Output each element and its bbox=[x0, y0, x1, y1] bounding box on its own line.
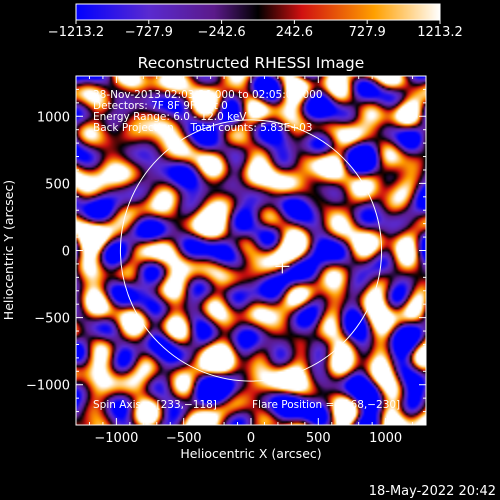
x-tick-label: −1000 bbox=[94, 431, 138, 446]
spin-axis-crosshair bbox=[275, 259, 290, 274]
flare-position-label: Flare Position = [−68,−230] bbox=[252, 399, 400, 411]
colorbar-tick-label: −242.6 bbox=[198, 25, 246, 40]
y-tick-label: −1000 bbox=[26, 379, 70, 394]
annotation-line-3: Energy Range: 6.0 - 12.0 keV bbox=[93, 111, 247, 123]
annotation-line-1: 28-Nov-2013 02:03:36.000 to 02:05:00.000 bbox=[93, 89, 323, 101]
x-tick-label: 0 bbox=[247, 431, 255, 446]
annotation-line-2: Detectors: 7F 8F 9F, Att 0 bbox=[93, 100, 228, 112]
y-tick-label: 1000 bbox=[37, 110, 70, 125]
footer-timestamp: 18-May-2022 20:42 bbox=[369, 484, 496, 499]
heatmap-image bbox=[76, 76, 426, 425]
x-axis-label: Heliocentric X (arcsec) bbox=[180, 446, 321, 461]
solar-disk-circle bbox=[119, 119, 383, 382]
colorbar-tick-label: 727.9 bbox=[349, 25, 386, 40]
colorbar-tick-label: 1213.2 bbox=[417, 25, 463, 40]
y-tick-label: −500 bbox=[34, 312, 70, 327]
colorbar-tick-label: 242.6 bbox=[276, 25, 313, 40]
annotation-line-4: Back Projection Total counts: 5.83E+03 bbox=[93, 122, 312, 134]
colorbar-bar bbox=[75, 3, 441, 21]
x-tick-label: 1000 bbox=[369, 431, 402, 446]
chart-title: Reconstructed RHESSI Image bbox=[138, 54, 365, 72]
axes: −1000 −500 0 500 1000 −1000 −500 0 500 1000 bbox=[26, 76, 426, 446]
annotations: 28-Nov-2013 02:03:36.000 to 02:05:00.000… bbox=[93, 89, 400, 411]
y-axis-label: Heliocentric Y (arcsec) bbox=[1, 180, 16, 320]
x-tick-label: 500 bbox=[306, 431, 331, 446]
y-tick-label: 500 bbox=[45, 177, 70, 192]
colorbar-ticks: −1213.2 −727.9 −242.6 242.6 727.9 1213.2 bbox=[48, 20, 463, 40]
x-tick-label: −500 bbox=[166, 431, 202, 446]
colorbar-tick-label: −727.9 bbox=[125, 25, 173, 40]
y-tick-label: 0 bbox=[62, 245, 70, 260]
colorbar-tick-label: −1213.2 bbox=[48, 25, 104, 40]
spin-axis-label: Spin Axis = [233,−118] bbox=[93, 399, 217, 411]
colorbar: −1213.2 −727.9 −242.6 242.6 727.9 1213.2 bbox=[48, 3, 463, 40]
